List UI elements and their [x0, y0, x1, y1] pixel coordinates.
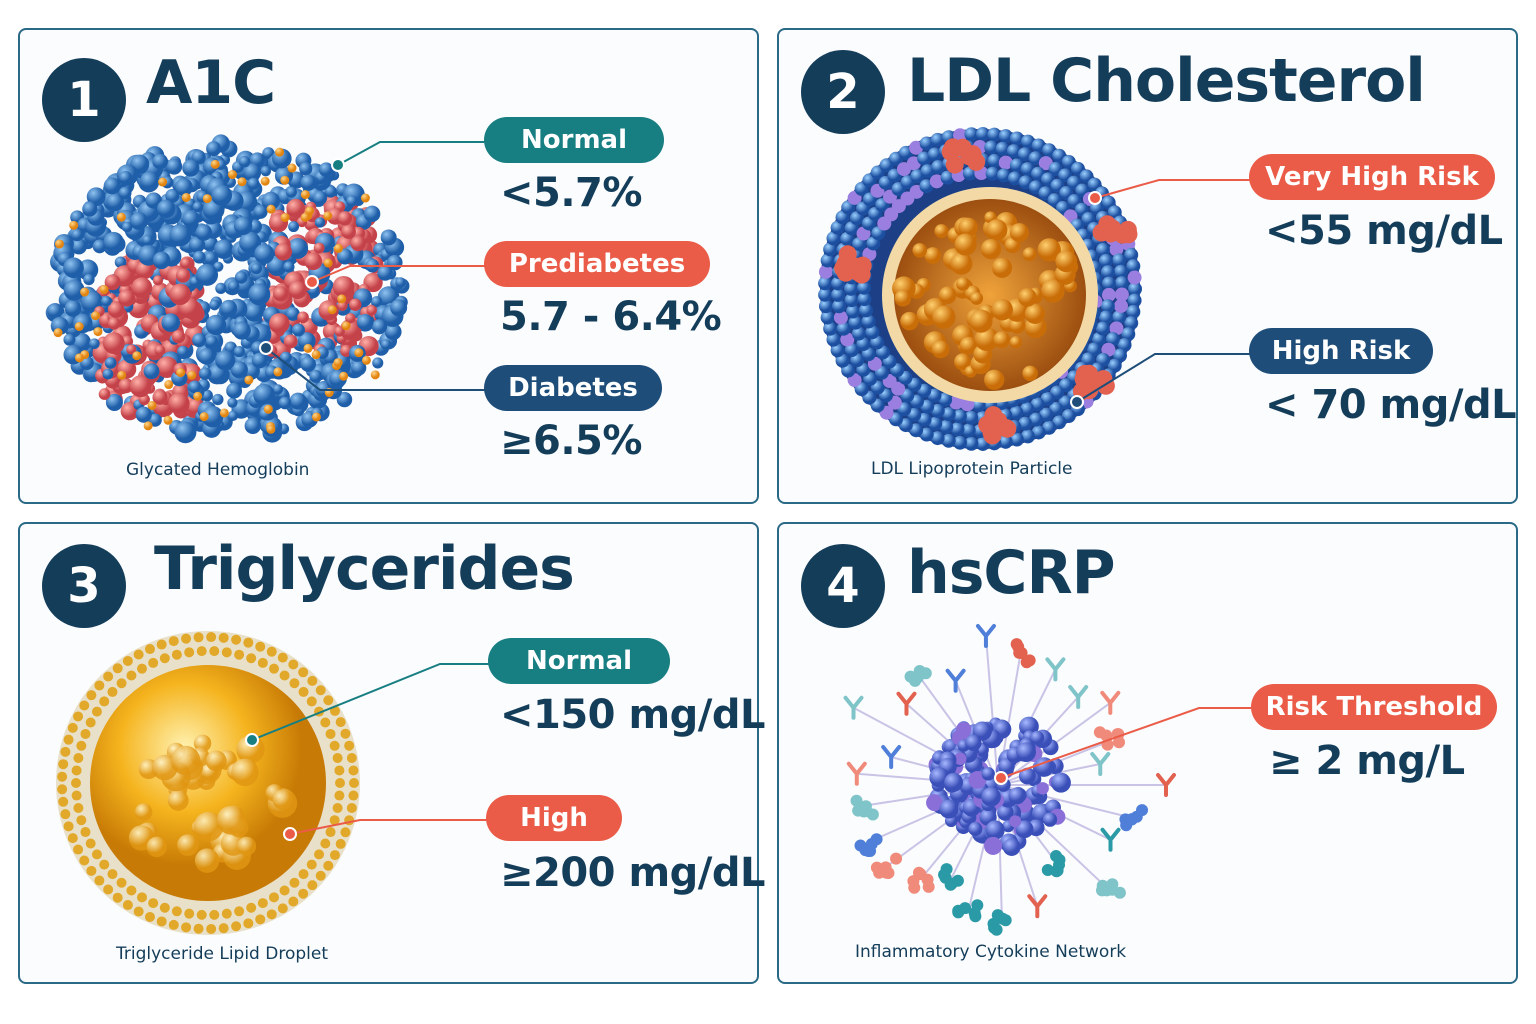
panel-number-badge: 2 [801, 50, 885, 134]
illustration-caption: Inflammatory Cytokine Network [855, 942, 1127, 962]
range-value-normal: <5.7% [500, 170, 642, 216]
panel-title: hsCRP [907, 538, 1116, 608]
range-value-risk-threshold: ≥ 2 mg/L [1269, 738, 1465, 784]
range-value-high-risk: < 70 mg/dL [1265, 382, 1517, 428]
panel-number-badge: 1 [42, 58, 126, 142]
hscrp-panel: 4 hsCRP Risk Threshold ≥ 2 mg/L Inflamma… [777, 522, 1518, 984]
a1c-panel: 1 A1C Normal <5.7% Prediabetes 5.7 - 6.4… [18, 28, 759, 504]
illustration-caption: LDL Lipoprotein Particle [871, 459, 1073, 479]
range-value-prediabetes: 5.7 - 6.4% [500, 294, 722, 340]
range-value-diabetes: ≥6.5% [500, 418, 642, 464]
panel-number-badge: 4 [801, 544, 885, 628]
range-label-normal: Normal [484, 117, 664, 163]
range-label-normal: Normal [488, 638, 670, 684]
range-label-high-risk: High Risk [1249, 328, 1433, 374]
lipoprotein-particle-illustration [818, 127, 1142, 451]
panel-title: Triglycerides [154, 534, 575, 604]
cytokine-network-illustration [843, 623, 1177, 936]
lipid-droplet-illustration [56, 631, 360, 935]
range-value-high: ≥200 mg/dL [500, 850, 765, 896]
panel-title: A1C [146, 48, 276, 118]
illustration-caption: Glycated Hemoglobin [126, 460, 310, 480]
illustration-caption: Triglyceride Lipid Droplet [116, 944, 328, 964]
range-label-diabetes: Diabetes [484, 365, 662, 411]
range-value-normal: <150 mg/dL [500, 692, 765, 738]
range-label-prediabetes: Prediabetes [484, 241, 710, 287]
range-value-very-high-risk: <55 mg/dL [1265, 208, 1503, 254]
panel-number-badge: 3 [42, 544, 126, 628]
range-label-very-high-risk: Very High Risk [1249, 154, 1495, 200]
triglycerides-panel: 3 Triglycerides Normal <150 mg/dL High ≥… [18, 522, 765, 984]
hemoglobin-molecule-illustration [45, 134, 410, 444]
range-label-risk-threshold: Risk Threshold [1251, 684, 1497, 730]
range-label-high: High [486, 795, 622, 841]
ldl-cholesterol-panel: 2 LDL Cholesterol Very High Risk <55 mg/… [777, 28, 1518, 504]
panel-title: LDL Cholesterol [907, 46, 1426, 116]
